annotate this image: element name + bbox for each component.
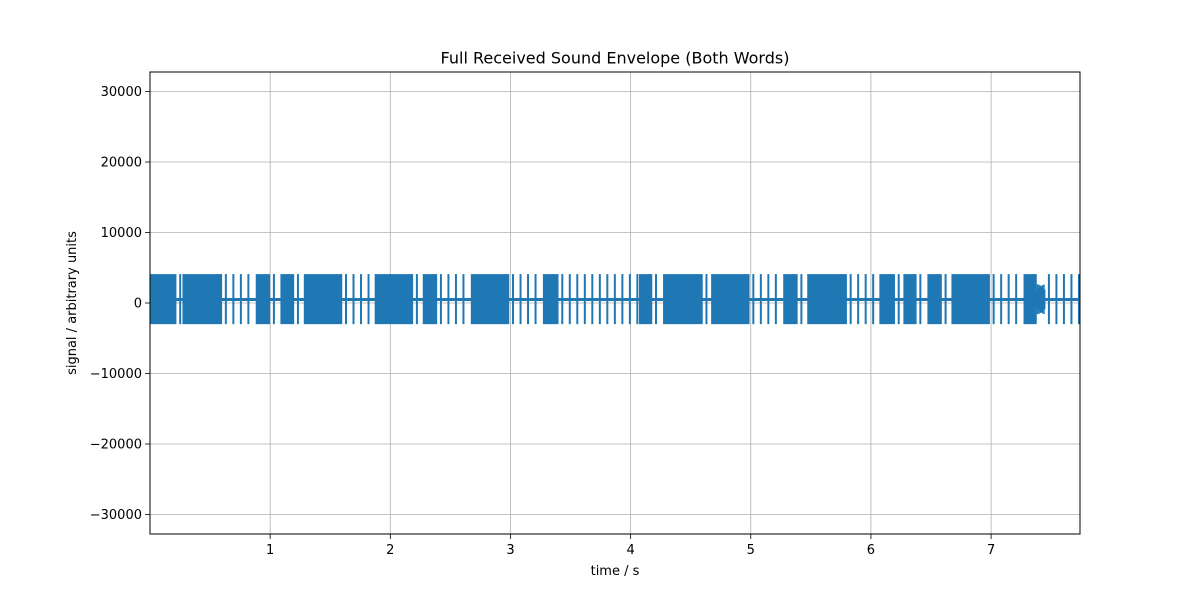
y-tick-label: 10000 <box>101 226 142 241</box>
dash-burst <box>639 274 653 325</box>
y-tick-label: 30000 <box>101 85 142 100</box>
dash-burst <box>542 274 559 325</box>
y-axis-label: signal / arbitrary units <box>65 231 80 375</box>
x-axis-label: time / s <box>591 564 640 579</box>
dash-burst <box>783 274 798 325</box>
dash-burst <box>282 274 295 325</box>
y-tick-label: 20000 <box>101 156 142 171</box>
dash-burst <box>951 274 990 325</box>
x-tick-label: 4 <box>626 543 634 558</box>
dash-burst <box>711 274 750 325</box>
x-tick-label: 7 <box>987 543 995 558</box>
x-tick-label: 3 <box>506 543 514 558</box>
dash-burst <box>303 274 343 325</box>
x-tick-label: 6 <box>867 543 875 558</box>
x-axis: 1 2 3 4 5 6 7 <box>266 534 995 558</box>
y-tick-label: −10000 <box>90 367 142 382</box>
y-tick-label: −30000 <box>90 508 142 523</box>
dash-burst <box>879 274 895 325</box>
dash-burst <box>1023 274 1037 325</box>
dash-burst <box>374 274 414 325</box>
dash-burst <box>255 274 271 325</box>
y-axis: −30000 −20000 −10000 0 10000 20000 30000 <box>90 85 150 523</box>
y-tick-label: −20000 <box>90 437 142 452</box>
dash-burst <box>807 274 847 325</box>
x-tick-label: 1 <box>266 543 274 558</box>
x-tick-label: 2 <box>386 543 394 558</box>
dash-burst <box>927 274 942 325</box>
dash-burst <box>903 274 917 325</box>
dash-burst <box>150 274 177 325</box>
dash-burst <box>470 274 510 325</box>
signal-series <box>150 274 1080 325</box>
x-tick-label: 5 <box>747 543 755 558</box>
plot-area <box>149 71 1081 535</box>
dash-burst <box>422 274 438 325</box>
dash-burst <box>182 274 223 325</box>
chart-title: Full Received Sound Envelope (Both Words… <box>441 49 790 68</box>
dash-burst <box>663 274 703 325</box>
y-tick-label: 0 <box>134 296 142 311</box>
